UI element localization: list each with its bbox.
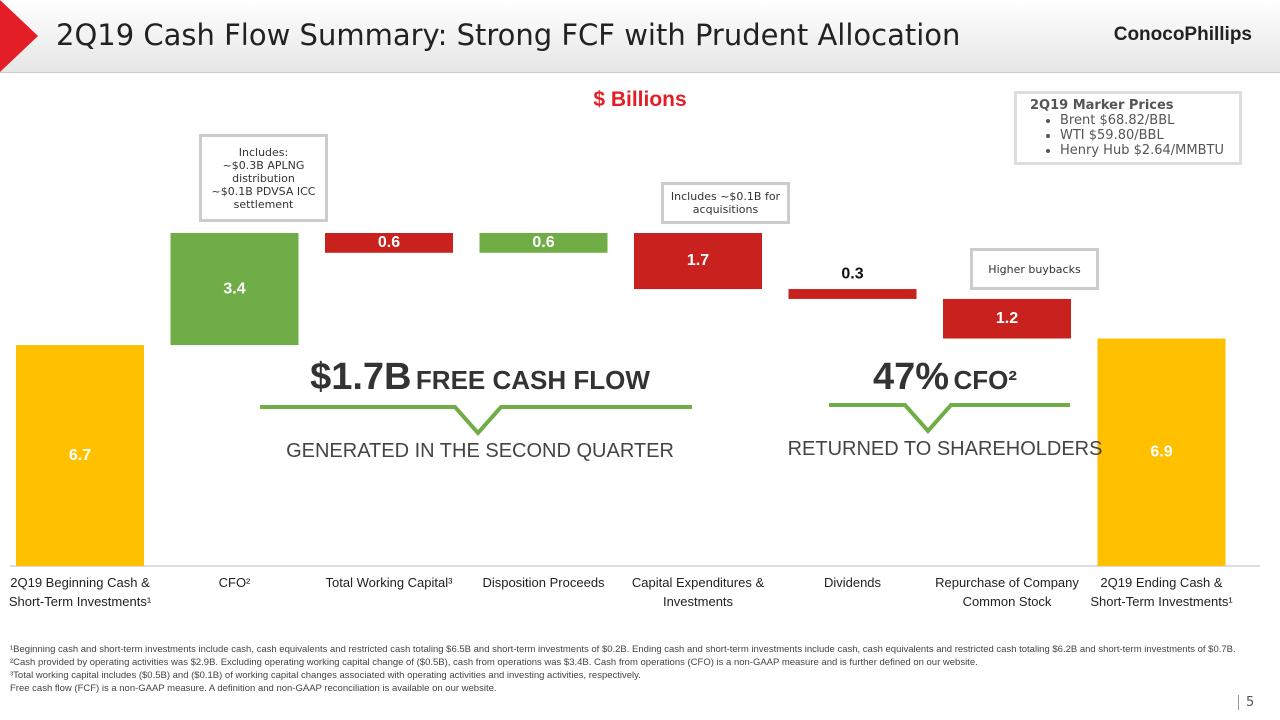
chevron [260, 405, 692, 437]
bar [479, 233, 608, 253]
highlight-caption: GENERATED IN THE SECOND QUARTER [286, 440, 674, 462]
value-label: 1.2 [996, 310, 1018, 327]
value-label: 6.9 [1150, 443, 1172, 460]
highlight: 47% CFO² [780, 356, 1110, 399]
footnote: ²Cash provided by operating activities w… [10, 657, 978, 668]
value-label: 0.6 [378, 234, 400, 251]
footnote: ¹Beginning cash and short-term investmen… [10, 644, 1236, 655]
subtitle: $ Billions [593, 88, 687, 111]
category-label: Total Working Capital³ [325, 575, 453, 590]
footnotes: ¹Beginning cash and short-term investmen… [10, 643, 1255, 695]
marker-item: WTI $59.80/BBL [1060, 128, 1239, 143]
chart: 6.7 3.4 0.6 0.6 1.7 0.3 1.2 6.9 [10, 233, 1260, 567]
highlight-label: CFO² [953, 365, 1018, 395]
value-label: 0.6 [532, 234, 554, 251]
bar [170, 233, 299, 346]
bar [325, 233, 453, 253]
highlight: $1.7B FREE CASH FLOW [260, 356, 700, 399]
title-accent [0, 0, 38, 72]
category-label: Disposition Proceeds [482, 575, 605, 590]
annotation: Includes ~$0.1B for acquisitions [661, 182, 790, 224]
logo: ConocoPhillips [1113, 24, 1252, 45]
title-bar [0, 0, 1280, 73]
value-label: 0.3 [841, 265, 863, 282]
bar [788, 289, 917, 299]
highlight-label: FREE CASH FLOW [415, 365, 650, 395]
value-label: 3.4 [223, 280, 245, 297]
marker-prices: 2Q19 Marker Prices Brent $68.82/BBL WTI … [1014, 91, 1242, 165]
value-label: 6.7 [69, 447, 91, 464]
footnote: ³Total working capital includes ($0.5B) … [10, 670, 641, 681]
bar [1097, 338, 1226, 566]
bar [16, 345, 144, 566]
bar [943, 298, 1071, 339]
footnote: Free cash flow (FCF) is a non-GAAP measu… [10, 683, 497, 694]
title: 2Q19 Cash Flow Summary: Strong FCF with … [56, 18, 961, 52]
category-label: 2Q19 Beginning Cash & Short-Term Investm… [8, 575, 152, 609]
highlight-figure: 47% [872, 356, 950, 398]
category-label: Repurchase of Company Common Stock [935, 575, 1079, 609]
category-label: Dividends [823, 575, 882, 590]
category-label: 2Q19 Ending Cash & Short-Term Investment… [1090, 575, 1233, 609]
chevron [829, 403, 1070, 435]
highlight-figure: $1.7B [310, 356, 412, 398]
annotation: Higher buybacks [970, 248, 1099, 290]
category-label: Capital Expenditures & Investments [631, 575, 765, 609]
annotation: Includes: ~$0.3B APLNG distribution ~$0.… [199, 134, 328, 222]
category-label: CFO² [218, 575, 251, 590]
highlight-caption: RETURNED TO SHAREHOLDERS [787, 438, 1103, 460]
bar [634, 233, 762, 290]
marker-item: Brent $68.82/BBL [1060, 113, 1239, 128]
marker-item: Henry Hub $2.64/MMBTU [1060, 143, 1239, 158]
marker-title: 2Q19 Marker Prices [1030, 98, 1174, 113]
value-label: 1.7 [687, 252, 709, 269]
page-number: 5 [1238, 695, 1254, 710]
